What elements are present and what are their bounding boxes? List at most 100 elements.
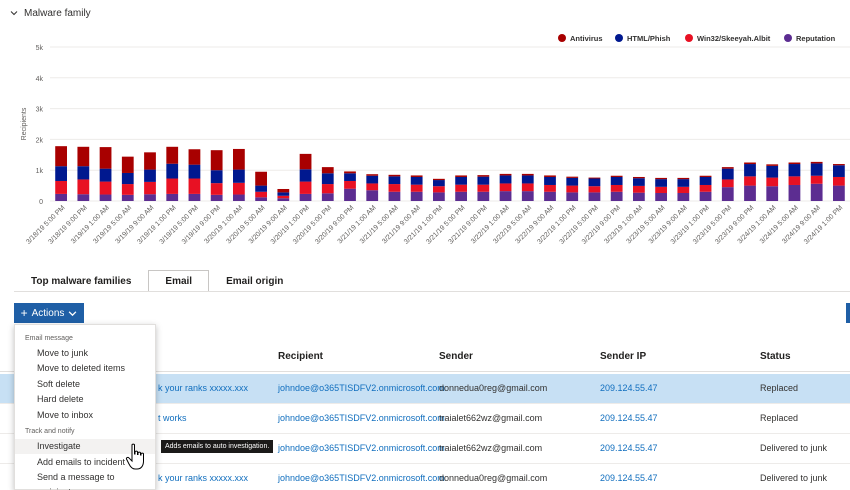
bar-segment xyxy=(299,153,312,170)
bar-segment xyxy=(388,174,401,177)
x-tick-label: 3/24/19 1:00 PM xyxy=(803,204,844,245)
bar-segment xyxy=(277,188,290,193)
bar-segment xyxy=(610,184,623,192)
bar-segment xyxy=(566,192,579,201)
tab-bar: Top malware families Email Email origin xyxy=(14,270,301,292)
recipient-cell[interactable]: johndoe@o365TISDFV2.onmicrosoft.com xyxy=(278,383,445,393)
bar-segment xyxy=(121,184,134,195)
bar-segment xyxy=(277,195,290,199)
menu-item-move-to-deleted-items[interactable]: Move to deleted items xyxy=(37,363,126,373)
menu-item-send-message-to-recipients[interactable]: Send a message to recipients xyxy=(37,472,115,490)
bar-segment xyxy=(477,176,490,185)
header-recipient[interactable]: Recipient xyxy=(278,351,324,362)
x-tick-label: 3/21/19 1:00 AM xyxy=(337,204,378,245)
bar-segment xyxy=(144,169,156,182)
header-sender-ip[interactable]: Sender IP xyxy=(600,351,647,362)
menu-item-move-to-inbox[interactable]: Move to inbox xyxy=(37,410,94,420)
bar-segment xyxy=(344,188,356,201)
bar-segment xyxy=(477,191,490,201)
subject-cell[interactable]: t works xyxy=(158,413,187,423)
bar-segment xyxy=(77,166,90,180)
bar-segment xyxy=(144,194,156,201)
bar-segment xyxy=(499,183,512,192)
recipient-cell[interactable]: johndoe@o365TISDFV2.onmicrosoft.com xyxy=(278,473,445,483)
bar-segment xyxy=(299,169,312,182)
bar-segment xyxy=(744,176,756,186)
sender-ip-cell[interactable]: 209.124.55.47 xyxy=(600,473,658,483)
menu-item-soft-delete[interactable]: Soft delete xyxy=(37,379,81,389)
bar-segment xyxy=(477,184,490,192)
bar-segment xyxy=(255,191,267,198)
bar-segment xyxy=(299,181,312,194)
legend-swatch xyxy=(558,34,566,42)
toolbar-edge-button[interactable] xyxy=(846,303,850,323)
menu-item-add-emails-to-incident[interactable]: Add emails to incident xyxy=(37,457,126,467)
x-tick-label: 3/19/19 1:00 AM xyxy=(70,204,111,245)
legend-label: Antivirus xyxy=(570,34,603,43)
malware-chart: 0 1k 2k 3k 4k 5k Recipients 3/18/19 5:00 PM3/18… xyxy=(21,34,850,246)
bar-segment xyxy=(121,194,134,201)
table-header: Recipient Sender Sender IP Status xyxy=(0,342,850,372)
x-tick-label: 3/19/19 5:00 AM xyxy=(92,204,133,245)
bar-segment xyxy=(433,178,445,181)
bar-segment xyxy=(566,177,579,186)
menu-item-move-to-junk[interactable]: Move to junk xyxy=(37,348,89,358)
x-tick-label: 3/21/19 9:00 AM xyxy=(381,204,422,245)
x-tick-label: 3/20/19 1:00 PM xyxy=(270,204,311,245)
table-row[interactable]: johndoe@o365TISDFV2.onmicrosoft.com trai… xyxy=(0,434,850,464)
sender-ip-cell[interactable]: 209.124.55.47 xyxy=(600,413,658,423)
x-tick-label: 3/20/19 5:00 AM xyxy=(226,204,267,245)
menu-item-hard-delete[interactable]: Hard delete xyxy=(37,394,84,404)
x-tick-label: 3/24/19 5:00 AM xyxy=(759,204,800,245)
bar-segment xyxy=(588,186,601,193)
bar-segment xyxy=(410,175,423,177)
header-sender[interactable]: Sender xyxy=(439,351,473,362)
header-status[interactable]: Status xyxy=(760,351,791,362)
bar-segment xyxy=(788,164,801,177)
plus-icon: + xyxy=(20,306,28,320)
recipient-cell[interactable]: johndoe@o365TISDFV2.onmicrosoft.com xyxy=(278,413,445,423)
x-tick-label: 3/23/19 1:00 PM xyxy=(670,204,711,245)
sender-ip-cell[interactable]: 209.124.55.47 xyxy=(600,383,658,393)
recipient-cell[interactable]: johndoe@o365TISDFV2.onmicrosoft.com xyxy=(278,443,445,453)
bar-segment xyxy=(166,178,179,194)
x-tick-label: 3/22/19 9:00 PM xyxy=(581,204,622,245)
sender-cell: traialet662wz@gmail.com xyxy=(439,443,543,453)
legend-swatch xyxy=(685,34,693,42)
bar-segment xyxy=(344,171,356,174)
subject-cell[interactable]: k your ranks xxxxx.xxx xyxy=(158,383,249,393)
bar-segment xyxy=(99,181,112,195)
bar-segment xyxy=(55,146,67,167)
bar-segment xyxy=(721,167,734,169)
subject-cell[interactable]: k your ranks xxxxx.xxx xyxy=(158,473,249,483)
bar-segment xyxy=(410,191,423,201)
x-tick-label: 3/23/19 5:00 AM xyxy=(626,204,667,245)
actions-button[interactable]: + Actions xyxy=(14,303,84,323)
bar-segment xyxy=(633,178,645,186)
x-tick-label: 3/23/19 9:00 PM xyxy=(714,204,755,245)
bar-segment xyxy=(210,183,223,195)
bar-segment xyxy=(210,170,223,184)
tab-top-malware-families[interactable]: Top malware families xyxy=(14,270,149,292)
bar-segment xyxy=(744,185,756,201)
x-tick-label: 3/22/19 1:00 AM xyxy=(470,204,511,245)
bar-segment xyxy=(744,164,756,177)
sender-cell: donnedua0reg@gmail.com xyxy=(439,383,548,393)
bar-segment xyxy=(344,180,356,189)
bar-segment xyxy=(321,193,334,201)
menu-item-investigate[interactable]: Investigate xyxy=(15,439,155,454)
bar-segment xyxy=(788,184,801,201)
tab-email-origin[interactable]: Email origin xyxy=(209,270,301,292)
bar-segment xyxy=(77,194,90,201)
x-tick-label: 3/21/19 5:00 PM xyxy=(425,204,466,245)
bar-segment xyxy=(788,162,801,165)
bar-segment xyxy=(433,192,445,201)
x-tick-label: 3/19/19 5:00 PM xyxy=(159,204,200,245)
bar-segment xyxy=(810,163,823,176)
tab-email[interactable]: Email xyxy=(148,270,210,292)
sender-ip-cell[interactable]: 209.124.55.47 xyxy=(600,443,658,453)
bar-segment xyxy=(233,169,245,183)
malware-family-filter[interactable]: Malware family xyxy=(10,5,91,21)
table-row[interactable]: k your ranks xxxxx.xxx johndoe@o365TISDF… xyxy=(0,464,850,490)
table-row[interactable]: t works johndoe@o365TISDFV2.onmicrosoft.… xyxy=(0,404,850,434)
